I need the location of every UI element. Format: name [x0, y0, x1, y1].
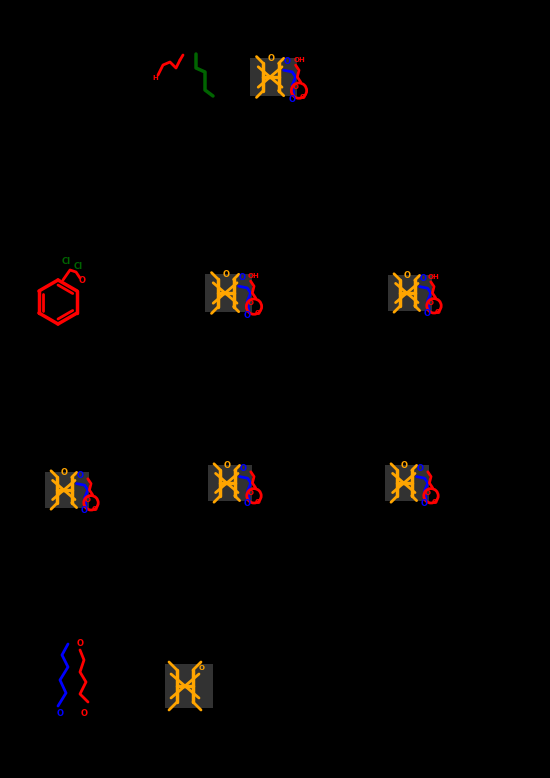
Text: O: O	[401, 461, 408, 470]
Text: O: O	[254, 499, 260, 505]
Text: O: O	[248, 489, 254, 496]
Bar	[388, 275, 432, 310]
Text: OH: OH	[293, 57, 305, 63]
Text: OH: OH	[428, 274, 440, 280]
Bar	[384, 465, 430, 500]
Text: O: O	[222, 270, 229, 279]
Bar	[165, 664, 213, 708]
Text: O: O	[80, 710, 87, 719]
Bar	[207, 465, 252, 500]
Text: O: O	[79, 275, 85, 285]
Text: O: O	[255, 310, 260, 317]
Text: O: O	[431, 499, 437, 505]
Text: O: O	[85, 496, 91, 503]
Text: O: O	[81, 506, 88, 515]
Text: O: O	[239, 464, 246, 473]
Text: O: O	[421, 499, 428, 508]
Text: O: O	[424, 310, 431, 318]
Text: O: O	[404, 271, 411, 280]
Text: H: H	[152, 75, 158, 81]
Text: O: O	[289, 95, 296, 103]
Text: Cl: Cl	[74, 261, 82, 271]
Text: O: O	[428, 300, 434, 306]
Text: O: O	[299, 94, 305, 100]
Bar	[205, 275, 252, 312]
Text: O: O	[61, 468, 68, 477]
Text: O: O	[434, 309, 440, 315]
Text: O: O	[244, 499, 251, 508]
Text: O: O	[76, 640, 84, 649]
Text: O: O	[57, 710, 63, 719]
Text: OH: OH	[248, 273, 260, 279]
Text: O: O	[416, 464, 424, 473]
Text: Cl: Cl	[62, 258, 70, 267]
Text: O: O	[248, 300, 254, 307]
Text: O: O	[419, 274, 426, 283]
Text: O: O	[199, 665, 205, 671]
Text: O: O	[284, 58, 290, 66]
Bar	[45, 472, 90, 507]
Text: O: O	[293, 84, 299, 90]
Text: O: O	[91, 506, 97, 512]
Text: O: O	[224, 461, 231, 470]
Text: O: O	[76, 471, 83, 480]
Text: O: O	[239, 273, 246, 282]
Text: O: O	[244, 310, 251, 320]
Text: O: O	[425, 489, 431, 496]
Text: O: O	[267, 54, 274, 63]
Bar	[250, 58, 298, 96]
